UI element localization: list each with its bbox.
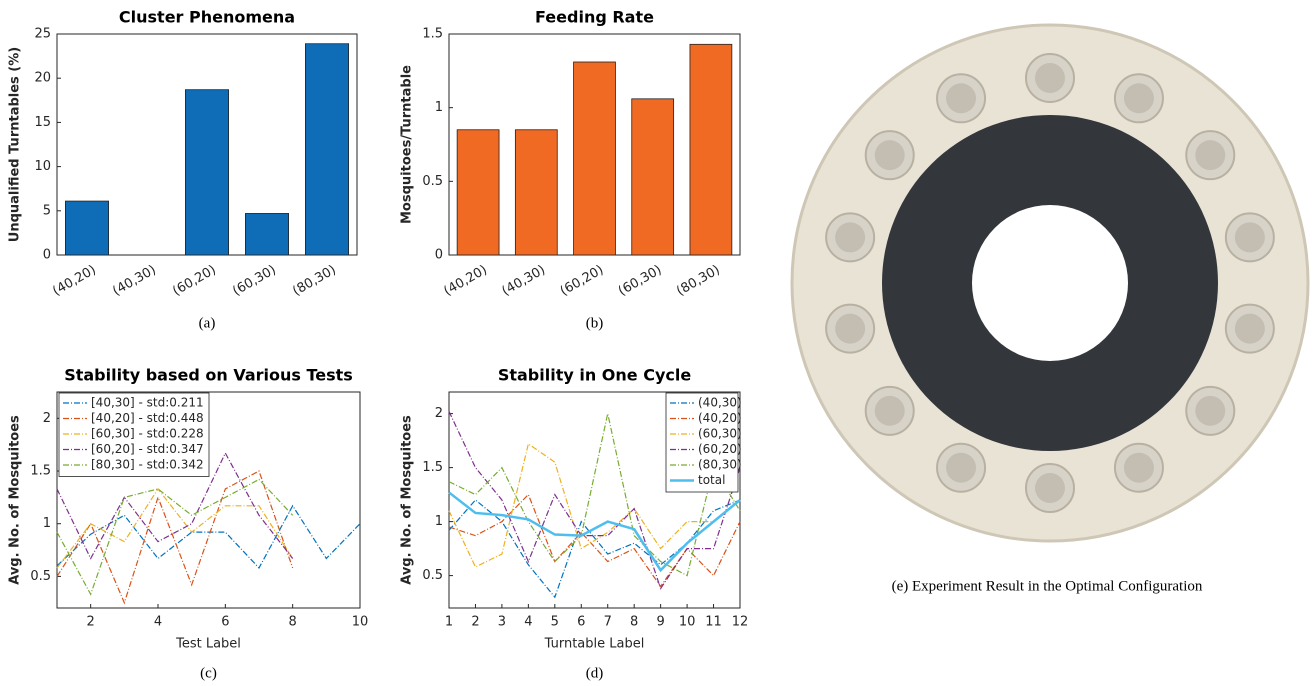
cup-inner bbox=[1035, 63, 1065, 93]
x-tick-label: 2 bbox=[87, 615, 95, 630]
y-tick-label: 0.5 bbox=[422, 174, 443, 189]
y-axis-label: Unqualified Turntables (%) bbox=[8, 47, 23, 242]
cup-inner bbox=[946, 453, 976, 483]
cup-inner bbox=[875, 140, 905, 170]
x-tick-label: 7 bbox=[604, 615, 612, 630]
y-tick-label: 1.5 bbox=[30, 464, 51, 479]
cup-inner bbox=[1124, 453, 1154, 483]
y-tick-label: 0.5 bbox=[30, 569, 51, 584]
y-axis-label: Mosquitoes/Turntable bbox=[400, 65, 415, 224]
legend-label: [80,30] - std:0.342 bbox=[91, 458, 204, 472]
x-tick-label: 9 bbox=[656, 615, 664, 630]
line-series bbox=[57, 479, 293, 594]
bar bbox=[185, 90, 228, 255]
y-tick-label: 2 bbox=[43, 411, 51, 426]
y-tick-label: 0 bbox=[435, 248, 443, 263]
y-tick-label: 5 bbox=[43, 203, 51, 218]
chart-title: Stability in One Cycle bbox=[498, 366, 692, 385]
x-tick-label: (40,30) bbox=[500, 263, 549, 300]
caption: (b) bbox=[586, 315, 604, 331]
chart-title: Cluster Phenomena bbox=[119, 8, 295, 27]
y-axis-label: Avg. No. of Mosquitoes bbox=[400, 415, 415, 585]
cup-inner bbox=[1124, 83, 1154, 113]
x-tick-label: 5 bbox=[551, 615, 559, 630]
y-tick-label: 15 bbox=[34, 115, 51, 130]
caption: (d) bbox=[586, 665, 604, 681]
bar bbox=[457, 130, 499, 255]
x-tick-label: 2 bbox=[471, 615, 479, 630]
y-tick-label: 25 bbox=[34, 27, 51, 42]
y-tick-label: 1.5 bbox=[422, 460, 443, 475]
x-tick-label: 8 bbox=[630, 615, 638, 630]
y-tick-label: 1.5 bbox=[422, 27, 443, 42]
x-tick-label: 8 bbox=[289, 615, 297, 630]
legend-label: (80,30) bbox=[698, 458, 742, 472]
bar bbox=[632, 99, 674, 255]
x-tick-label: (40,30) bbox=[110, 263, 159, 300]
y-tick-label: 1 bbox=[435, 514, 443, 529]
y-tick-label: 1 bbox=[435, 100, 443, 115]
x-tick-label: 4 bbox=[154, 615, 162, 630]
y-tick-label: 0 bbox=[43, 248, 51, 263]
legend-label: (40,30) bbox=[698, 396, 742, 410]
cup-inner bbox=[1235, 314, 1265, 344]
x-tick-label: (60,30) bbox=[230, 263, 279, 300]
cup-inner bbox=[835, 314, 865, 344]
cup-inner bbox=[875, 396, 905, 426]
cup-inner bbox=[1195, 396, 1225, 426]
x-tick-label: (80,30) bbox=[290, 263, 339, 300]
x-axis-label: Turntable Label bbox=[544, 637, 645, 652]
chart-title: Feeding Rate bbox=[535, 8, 654, 27]
y-tick-label: 2 bbox=[435, 406, 443, 421]
x-tick-label: 1 bbox=[445, 615, 453, 630]
bar bbox=[574, 62, 616, 255]
legend-label: [40,20] - std:0.448 bbox=[91, 411, 204, 425]
x-tick-label: 12 bbox=[732, 615, 749, 630]
y-tick-label: 20 bbox=[34, 71, 51, 86]
legend-label: (60,20) bbox=[698, 442, 742, 456]
bar bbox=[245, 213, 288, 255]
legend-label: [40,30] - std:0.211 bbox=[91, 396, 204, 410]
cup-inner bbox=[1195, 140, 1225, 170]
legend-label: [60,30] - std:0.228 bbox=[91, 427, 204, 441]
x-tick-label: 4 bbox=[524, 615, 532, 630]
legend-label: (40,20) bbox=[698, 411, 742, 425]
x-tick-label: (80,30) bbox=[674, 263, 723, 300]
photo-caption: (e) Experiment Result in the Optimal Con… bbox=[892, 578, 1203, 594]
bar bbox=[690, 44, 732, 255]
legend-label: (60,30) bbox=[698, 427, 742, 441]
x-axis-label: Test Label bbox=[175, 637, 241, 652]
turntable-hole bbox=[972, 205, 1128, 361]
bar bbox=[305, 44, 348, 255]
x-tick-label: (40,20) bbox=[441, 263, 490, 300]
x-tick-label: (60,20) bbox=[558, 263, 607, 300]
photo: (e) Experiment Result in the Optimal Con… bbox=[792, 25, 1308, 594]
y-tick-label: 10 bbox=[34, 159, 51, 174]
x-tick-label: 3 bbox=[498, 615, 506, 630]
bar bbox=[65, 201, 108, 255]
caption: (a) bbox=[199, 315, 216, 331]
x-tick-label: 6 bbox=[577, 615, 585, 630]
y-axis-label: Avg. No. of Mosquitoes bbox=[8, 415, 23, 585]
line-series bbox=[57, 471, 293, 603]
legend-label: total bbox=[698, 473, 725, 487]
bar bbox=[515, 130, 557, 255]
x-tick-label: 10 bbox=[352, 615, 369, 630]
cup-inner bbox=[1035, 473, 1065, 503]
x-tick-label: (60,20) bbox=[170, 263, 219, 300]
caption: (c) bbox=[200, 665, 217, 681]
y-tick-label: 0.5 bbox=[422, 568, 443, 583]
x-tick-label: (40,20) bbox=[50, 263, 99, 300]
x-tick-label: (60,30) bbox=[616, 263, 665, 300]
legend-label: [60,20] - std:0.347 bbox=[91, 442, 204, 456]
figure: (e) Experiment Result in the Optimal Con… bbox=[0, 0, 1314, 686]
x-tick-label: 11 bbox=[705, 615, 722, 630]
chart-title: Stability based on Various Tests bbox=[64, 366, 353, 385]
cup-inner bbox=[835, 222, 865, 252]
cup-inner bbox=[1235, 222, 1265, 252]
x-tick-label: 10 bbox=[679, 615, 696, 630]
x-tick-label: 6 bbox=[221, 615, 229, 630]
y-tick-label: 1 bbox=[43, 516, 51, 531]
cup-inner bbox=[946, 83, 976, 113]
